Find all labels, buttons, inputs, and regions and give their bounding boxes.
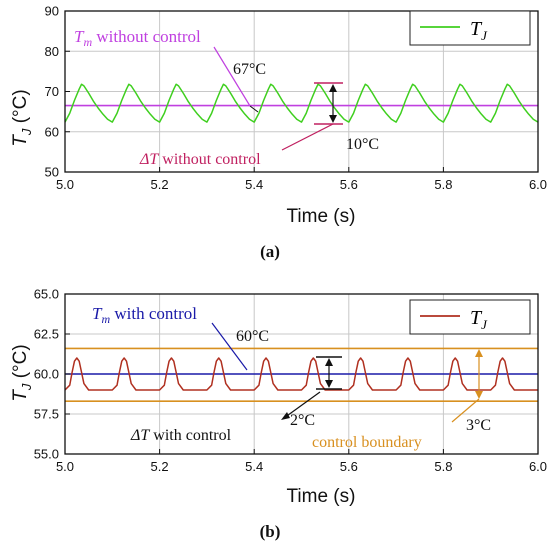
panel-b-y-tick-label: 65.0 — [34, 287, 59, 302]
panel-a-dt-pointer — [281, 123, 334, 151]
panel-a-ticks: 5.0 5.2 5.4 5.6 5.8 6.0 50 60 70 80 90 — [45, 4, 548, 193]
panel-b-y-axis-label: TJ (°C) — [10, 344, 34, 401]
panel-a-x-tick-label: 6.0 — [529, 177, 547, 192]
panel-a-x-tick-label: 5.0 — [56, 177, 74, 192]
panel-b-x-tick-label: 5.2 — [151, 459, 169, 474]
panel-a-dt-label: ΔT without control — [139, 151, 261, 168]
panel-b-dt-pointer — [283, 391, 321, 419]
panel-b-boundary-value: 3°C — [466, 417, 491, 434]
panel-b-dt-pointer-head — [281, 412, 290, 420]
panel-a-y-tick-label: 50 — [45, 165, 59, 180]
svg-text:TJ (°C): TJ (°C) — [10, 344, 34, 401]
panel-a-x-tick-label: 5.8 — [434, 177, 452, 192]
panel-b-ticks: 5.0 5.2 5.4 5.6 5.8 6.0 55.0 57.5 60.0 62.5 65.0 — [34, 287, 547, 475]
panel-b-y-tick-label: 62.5 — [34, 327, 59, 342]
panel-a-x-tick-label: 5.4 — [245, 177, 263, 192]
panel-a-dt-arrowheads — [329, 84, 337, 123]
panel-a-x-axis-label: Time (s) — [287, 206, 356, 227]
panel-a-y-tick-label: 90 — [45, 4, 59, 19]
panel-b-x-tick-label: 5.0 — [56, 459, 74, 474]
panel-b-caption: (b) — [260, 522, 281, 541]
panel-a-y-tick-label: 70 — [45, 84, 59, 99]
panel-b-boundary-pointer — [451, 398, 480, 423]
panel-b-tm-label: Tm with control — [92, 304, 197, 326]
panel-a-x-tick-label: 5.6 — [340, 177, 358, 192]
panel-a-caption: (a) — [260, 242, 280, 261]
panel-a: 5.0 5.2 5.4 5.6 5.8 6.0 50 60 70 80 90 Time (s) TJ… — [10, 4, 547, 262]
panel-b-tm-pointer — [211, 322, 248, 371]
panel-a-y-tick-label: 60 — [45, 124, 59, 139]
panel-b-dt-label: ΔT with control — [130, 427, 232, 444]
panel-a-y-axis-label: TJ (°C) — [10, 89, 34, 146]
panel-b-dt-value: 2°C — [290, 412, 315, 429]
panel-a-dt-value: 10°C — [346, 136, 379, 153]
panel-a-x-tick-label: 5.2 — [151, 177, 169, 192]
panel-a-tm-label: Tm without control — [74, 27, 201, 49]
panel-a-tm-pointer — [213, 46, 251, 107]
panel-b-legend: TJ — [409, 299, 531, 335]
panel-a-tm-pointer-tip — [249, 105, 259, 113]
panel-b-x-tick-label: 5.4 — [245, 459, 263, 474]
panel-b-x-tick-label: 6.0 — [529, 459, 547, 474]
svg-text:TJ (°C): TJ (°C) — [10, 89, 34, 146]
panel-b-x-tick-label: 5.6 — [340, 459, 358, 474]
panel-a-y-tick-label: 80 — [45, 44, 59, 59]
panel-b-y-tick-label: 57.5 — [34, 407, 59, 422]
panel-a-series-tj-line — [64, 83, 539, 123]
panel-b-dt-arrowheads — [325, 358, 333, 388]
panel-b-reference-lines — [65, 347, 538, 403]
panel-b-boundary-label: control boundary — [312, 434, 422, 451]
panel-b-y-tick-label: 55.0 — [34, 447, 59, 462]
panel-b-series-tj-line — [64, 357, 538, 391]
panel-b-x-axis-label: Time (s) — [287, 486, 356, 507]
panel-b-y-tick-label: 60.0 — [34, 367, 59, 382]
panel-a-tm-value: 67°C — [233, 61, 266, 78]
panel-b-x-tick-label: 5.8 — [434, 459, 452, 474]
panel-a-legend: TJ — [409, 10, 531, 46]
panel-b: 5.0 5.2 5.4 5.6 5.8 6.0 55.0 57.5 60.0 62.5 65.0 T… — [10, 287, 547, 542]
panel-b-tm-value: 60°C — [236, 328, 269, 345]
